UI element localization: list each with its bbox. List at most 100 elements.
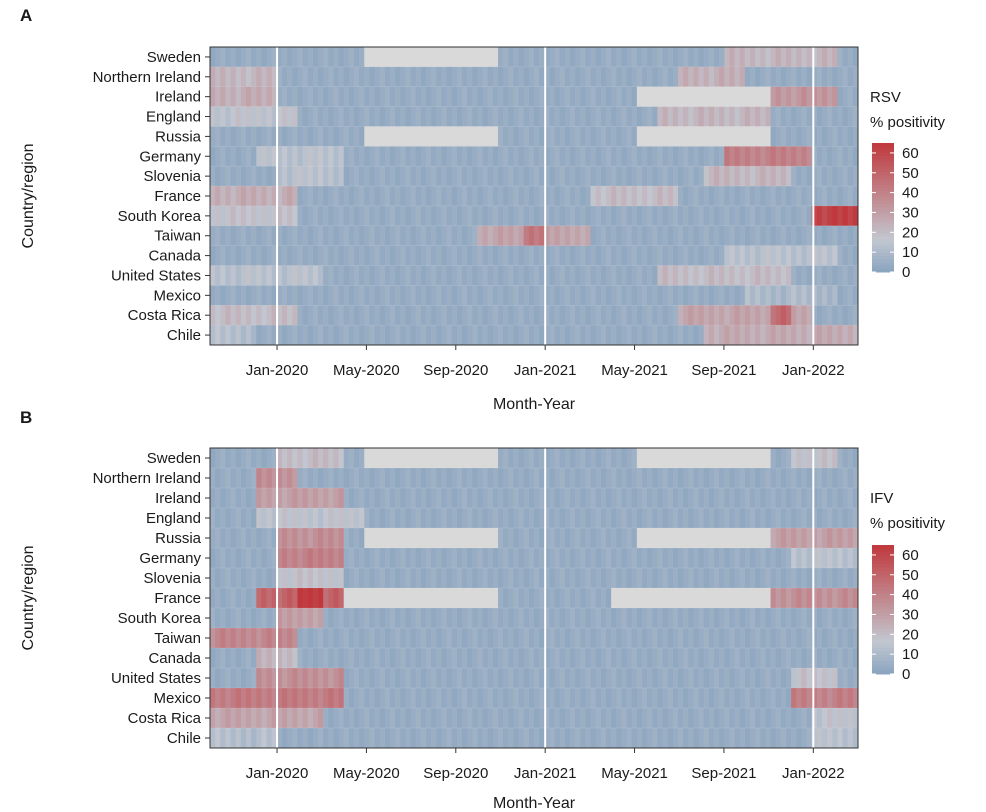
heatmap-cell [446, 225, 453, 247]
heatmap-cell [364, 166, 370, 187]
heatmap-cell [292, 205, 298, 227]
heatmap-cell [369, 245, 375, 266]
heatmap-cell [847, 608, 854, 629]
heatmap-cell [276, 448, 283, 469]
heatmap-cell [431, 106, 437, 127]
heatmap-cell [508, 106, 514, 127]
heatmap-cell [379, 146, 386, 167]
heatmap-cell [364, 448, 370, 469]
heatmap-cell [410, 186, 417, 207]
heatmap-cell [446, 668, 453, 689]
heatmap-cell [518, 66, 525, 88]
heatmap-cell [534, 648, 540, 669]
heatmap-cell [410, 728, 417, 749]
heatmap-cell [410, 47, 417, 68]
heatmap-cell [420, 448, 427, 469]
heatmap-cell [636, 106, 643, 127]
heatmap-cell [724, 508, 730, 529]
heatmap-cell [240, 708, 247, 729]
y-axis-title: Country/region [20, 144, 37, 249]
heatmap-cell [539, 488, 545, 509]
heatmap-cell [580, 628, 586, 649]
heatmap-cell [343, 285, 350, 306]
legend-gradient-step [872, 220, 894, 225]
heatmap-cell [564, 628, 571, 649]
heatmap-cell [230, 186, 237, 207]
heatmap-cell [467, 305, 473, 326]
heatmap-cell [348, 205, 355, 227]
heatmap-cell [390, 508, 396, 529]
heatmap-cell [667, 106, 674, 127]
heatmap-cell [606, 265, 612, 286]
heatmap-cell [271, 508, 278, 529]
heatmap-cell [441, 448, 447, 469]
heatmap-cell [667, 66, 674, 88]
heatmap-cell [832, 708, 838, 729]
heatmap-cell [369, 448, 375, 469]
heatmap-cell [791, 305, 797, 326]
heatmap-cell [246, 126, 252, 147]
heatmap-cell [513, 325, 519, 346]
heatmap-cell [338, 568, 345, 589]
heatmap-cell [451, 146, 458, 167]
heatmap-cell [631, 468, 638, 489]
heatmap-cell [621, 325, 627, 346]
heatmap-cell [312, 588, 319, 609]
heatmap-cell [508, 728, 514, 749]
heatmap-cell [246, 166, 252, 187]
heatmap-cell [724, 106, 730, 127]
heatmap-cell [534, 285, 540, 306]
heatmap-cell [271, 86, 278, 107]
heatmap-cell [451, 688, 458, 709]
heatmap-cell [647, 708, 653, 729]
heatmap-cell [323, 245, 329, 266]
heatmap-cell [688, 688, 694, 709]
heatmap-cell [456, 205, 463, 227]
heatmap-cell [487, 668, 494, 689]
heatmap-cell [390, 668, 396, 689]
heatmap-cell [528, 166, 535, 187]
heatmap-cell [750, 245, 756, 266]
heatmap-cell [513, 448, 519, 469]
heatmap-cell [369, 305, 375, 326]
heatmap-cell [503, 648, 509, 669]
heatmap-cell [744, 608, 751, 629]
heatmap-cell [379, 608, 386, 629]
heatmap-cell [657, 66, 663, 88]
heatmap-cell [354, 488, 360, 509]
heatmap-cell [271, 245, 278, 266]
heatmap-cell [791, 708, 797, 729]
heatmap-cell [549, 225, 555, 247]
heatmap-cell [415, 245, 422, 266]
heatmap-cell [276, 628, 283, 649]
heatmap-cell [744, 708, 751, 729]
heatmap-cell [523, 648, 530, 669]
heatmap-cell [410, 166, 417, 187]
heatmap-cell [847, 66, 854, 88]
heatmap-cell [307, 528, 314, 549]
heatmap-cell [235, 86, 242, 107]
heatmap-cell [354, 448, 360, 469]
heatmap-cell [292, 608, 298, 629]
heatmap-cell [842, 47, 849, 68]
heatmap-cell [693, 66, 699, 88]
heatmap-cell [616, 285, 622, 306]
heatmap-cell [806, 305, 813, 326]
heatmap-cell [240, 588, 247, 609]
heatmap-cell [636, 688, 643, 709]
heatmap-cell [606, 488, 612, 509]
heatmap-cell [518, 728, 525, 749]
heatmap-cell [765, 86, 771, 107]
heatmap-cell [456, 668, 463, 689]
heatmap-cell [719, 648, 725, 669]
legend-gradient-step [872, 670, 894, 675]
legend-gradient-step [872, 146, 894, 150]
heatmap-cell [760, 628, 766, 649]
heatmap-cell [672, 205, 679, 227]
heatmap-cell [657, 325, 663, 346]
heatmap-cell [436, 728, 442, 749]
heatmap-cell [246, 688, 252, 709]
heatmap-cell [827, 265, 833, 286]
heatmap-cell [410, 265, 417, 286]
heatmap-cell [770, 285, 777, 306]
